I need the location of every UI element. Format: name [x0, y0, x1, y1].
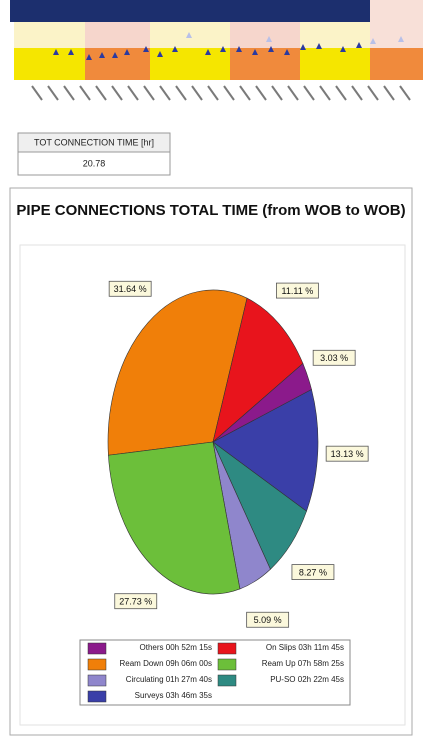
- legend-swatch: [87, 690, 107, 703]
- pie-slice: [108, 441, 241, 595]
- pie-slice: [212, 389, 319, 512]
- legend: [79, 639, 351, 706]
- data-label-box: [276, 282, 319, 299]
- data-label: 3.03 %: [320, 353, 348, 363]
- data-label-box: [291, 564, 335, 580]
- chart-title: PIPE CONNECTIONS TOTAL TIME (from WOB to…: [16, 202, 405, 219]
- timeline-strip: [14, 0, 423, 101]
- data-label: 31.64 %: [114, 284, 147, 294]
- legend-swatch: [87, 674, 107, 687]
- legend-label: Circulating 01h 27m 40s: [126, 675, 212, 684]
- legend-label: On Slips 03h 11m 45s: [266, 643, 344, 652]
- table-value: 20.78: [83, 158, 106, 168]
- data-label: 8.27 %: [299, 567, 327, 577]
- legend-label: Ream Down 09h 06m 00s: [120, 659, 213, 668]
- header-bar: [10, 0, 375, 22]
- data-label-box: [325, 445, 369, 462]
- legend-label: Others 00h 52m 15s: [140, 643, 212, 652]
- data-label-box: [246, 611, 290, 628]
- legend-label: Ream Up 07h 58m 25s: [262, 659, 344, 668]
- summary-table: TOT CONNECTION TIME [hr] 20.78: [17, 132, 171, 176]
- legend-swatch: [87, 642, 107, 655]
- data-label: 13.13 %: [331, 449, 364, 459]
- pie-slice: [107, 289, 248, 456]
- pie-slice: [212, 297, 304, 443]
- legend-swatch: [87, 658, 107, 671]
- legend-swatch: [217, 658, 237, 671]
- data-label: 11.11 %: [282, 286, 314, 296]
- table-header: TOT CONNECTION TIME [hr]: [34, 137, 154, 147]
- legend-swatch: [217, 642, 237, 655]
- data-label-box: [312, 349, 356, 366]
- legend-swatch: [217, 674, 237, 687]
- data-label-box: [108, 280, 152, 297]
- data-label: 5.09 %: [254, 615, 282, 625]
- data-label-box: [114, 593, 158, 610]
- legend-label: PU-SO 02h 22m 45s: [270, 675, 344, 684]
- data-label: 27.73 %: [119, 597, 152, 607]
- legend-label: Surveys 03h 46m 35s: [135, 691, 212, 700]
